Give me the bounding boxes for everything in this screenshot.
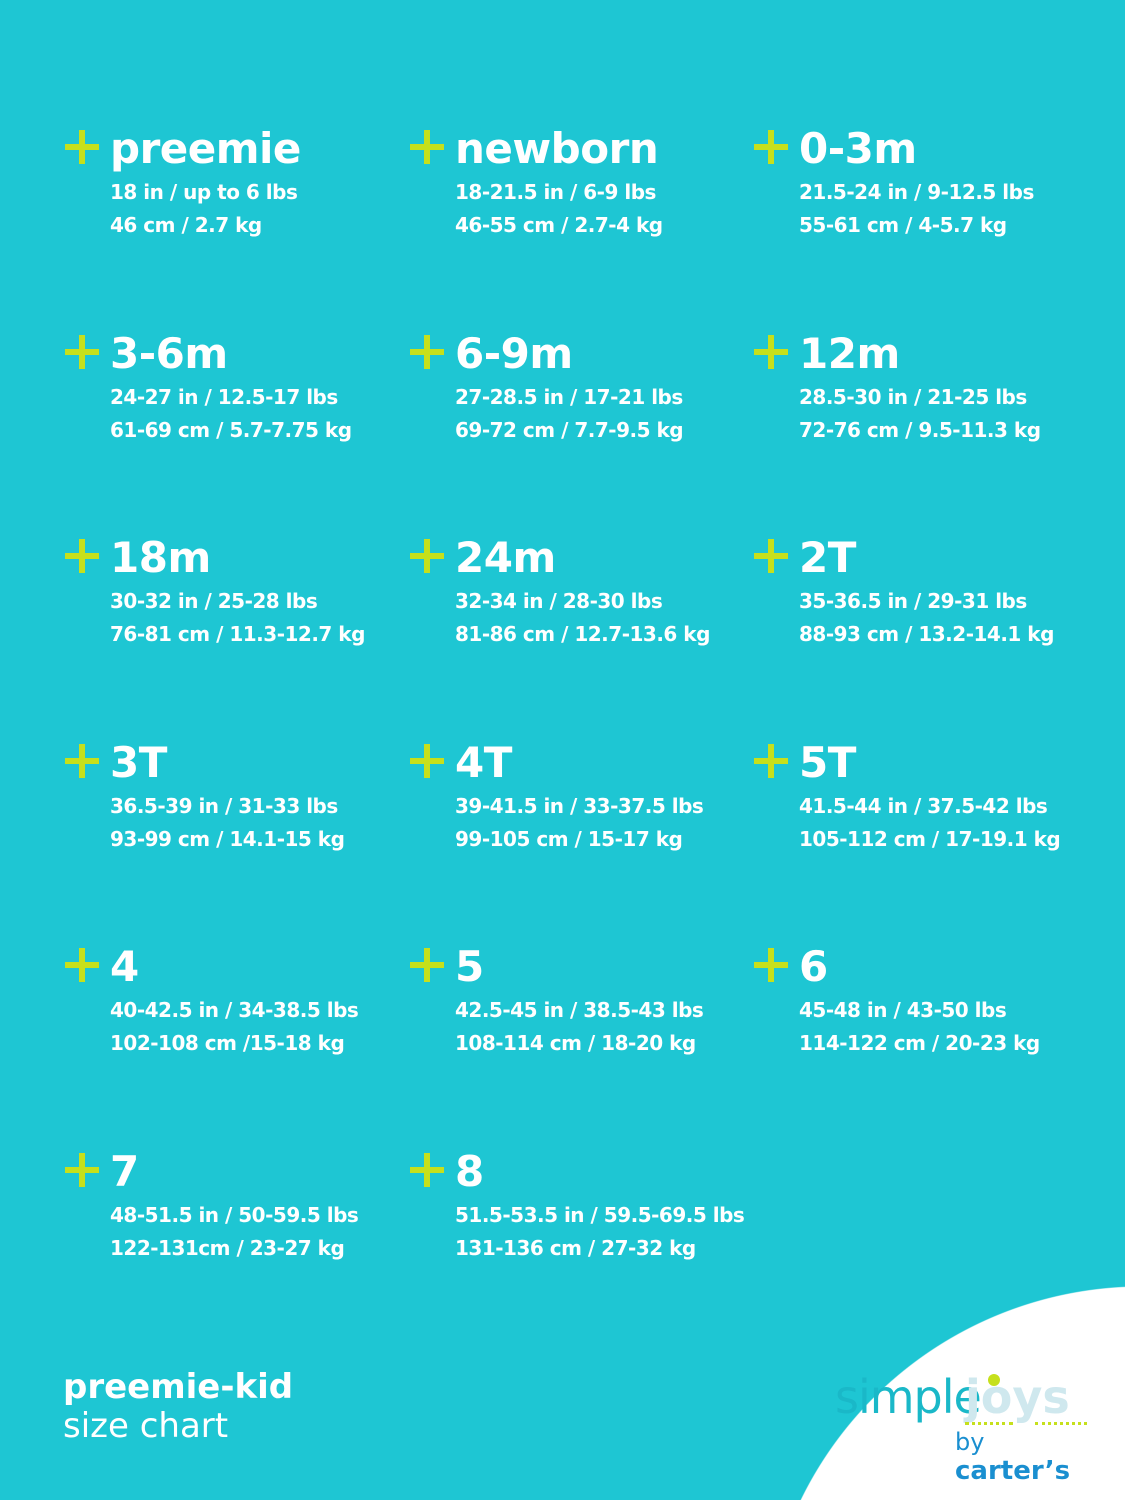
size-name: 24m bbox=[455, 533, 556, 582]
size-imperial: 24-27 in / 12.5-17 lbs bbox=[110, 384, 338, 409]
size-metric: 122-131cm / 23-27 kg bbox=[110, 1235, 345, 1260]
size-metric: 131-136 cm / 27-32 kg bbox=[455, 1235, 696, 1260]
size-metric: 46-55 cm / 2.7-4 kg bbox=[455, 213, 663, 237]
size-metric: 105-112 cm / 17-19.1 kg bbox=[799, 826, 1061, 851]
size-entry: 24m 32-34 in / 28-30 lbs 81-86 cm / 12.7-1… bbox=[410, 531, 754, 736]
size-imperial: 45-48 in / 43-50 lbs bbox=[799, 998, 1007, 1022]
simple-joys-logo: simple joys by carter’s bbox=[835, 1370, 1095, 1486]
size-metric: 81-86 cm / 12.7-13.6 kg bbox=[455, 622, 710, 646]
size-entry: preemie 18 in / up to 6 lbs 46 cm / 2.7 kg bbox=[65, 122, 410, 327]
plus-icon bbox=[754, 539, 788, 573]
size-name: 3-6m bbox=[110, 328, 228, 378]
size-name: 4 bbox=[110, 942, 139, 991]
size-imperial: 28.5-30 in / 21-25 lbs bbox=[799, 384, 1027, 409]
size-metric: 55-61 cm / 4-5.7 kg bbox=[799, 213, 1007, 237]
title-line-1: preemie-kid bbox=[63, 1367, 294, 1407]
plus-icon bbox=[754, 743, 788, 778]
plus-icon bbox=[410, 334, 444, 369]
size-metric: 69-72 cm / 7.7-9.5 kg bbox=[455, 417, 684, 442]
size-metric: 102-108 cm /15-18 kg bbox=[110, 1031, 345, 1055]
size-metric: 114-122 cm / 20-23 kg bbox=[799, 1031, 1040, 1055]
size-entry: 18m 30-32 in / 25-28 lbs 76-81 cm / 11.3-1… bbox=[65, 531, 410, 736]
logo-background bbox=[762, 1286, 1125, 1500]
size-entry: 7 48-51.5 in / 50-59.5 lbs 122-131cm / 23-… bbox=[65, 1145, 410, 1350]
size-entry: 4 40-42.5 in / 34-38.5 lbs 102-108 cm /15-… bbox=[65, 940, 410, 1145]
size-name: 6 bbox=[799, 942, 828, 991]
size-metric: 76-81 cm / 11.3-12.7 kg bbox=[110, 622, 365, 646]
size-grid: preemie 18 in / up to 6 lbs 46 cm / 2.7 kg… bbox=[65, 122, 1094, 1349]
size-name: 5T bbox=[799, 737, 856, 787]
size-name: 5 bbox=[455, 942, 484, 991]
plus-icon bbox=[410, 1152, 444, 1187]
logo-dotted-line bbox=[1035, 1422, 1087, 1428]
size-name: 7 bbox=[110, 1146, 139, 1196]
size-metric: 93-99 cm / 14.1-15 kg bbox=[110, 826, 345, 851]
size-metric: 99-105 cm / 15-17 kg bbox=[455, 826, 683, 851]
logo-by-carters: by carter’s bbox=[955, 1428, 1071, 1486]
size-entry: 8 51.5-53.5 in / 59.5-69.5 lbs 131-136 cm … bbox=[410, 1145, 754, 1350]
size-imperial: 41.5-44 in / 37.5-42 lbs bbox=[799, 793, 1048, 818]
size-imperial: 48-51.5 in / 50-59.5 lbs bbox=[110, 1202, 359, 1227]
size-metric: 72-76 cm / 9.5-11.3 kg bbox=[799, 417, 1041, 442]
plus-icon bbox=[410, 130, 444, 164]
size-name: 3T bbox=[110, 737, 167, 787]
size-imperial: 18-21.5 in / 6-9 lbs bbox=[455, 180, 656, 204]
plus-icon bbox=[65, 130, 99, 164]
size-entry: 6-9m 27-28.5 in / 17-21 lbs 69-72 cm / 7.7… bbox=[410, 327, 754, 532]
size-entry: 0-3m 21.5-24 in / 9-12.5 lbs 55-61 cm / 4-… bbox=[754, 122, 1094, 327]
size-name: newborn bbox=[455, 124, 659, 173]
size-entry: 2T 35-36.5 in / 29-31 lbs 88-93 cm / 13.2-… bbox=[754, 531, 1094, 736]
logo-dotted-line bbox=[965, 1422, 1013, 1428]
plus-icon bbox=[754, 130, 788, 164]
plus-icon bbox=[410, 539, 444, 573]
size-imperial: 36.5-39 in / 31-33 lbs bbox=[110, 793, 338, 818]
size-entry: 3T 36.5-39 in / 31-33 lbs 93-99 cm / 14.1-… bbox=[65, 736, 410, 941]
size-imperial: 42.5-45 in / 38.5-43 lbs bbox=[455, 998, 704, 1022]
logo-word-joys: joys bbox=[965, 1370, 1070, 1424]
plus-icon bbox=[754, 334, 788, 369]
logo-word-simple: simple bbox=[835, 1370, 982, 1424]
size-entry: 3-6m 24-27 in / 12.5-17 lbs 61-69 cm / 5.7… bbox=[65, 327, 410, 532]
size-entry: 12m 28.5-30 in / 21-25 lbs 72-76 cm / 9.5-… bbox=[754, 327, 1094, 532]
logo-dot-icon bbox=[988, 1374, 1000, 1386]
plus-icon bbox=[65, 948, 99, 982]
size-entry: newborn 18-21.5 in / 6-9 lbs 46-55 cm / 2.… bbox=[410, 122, 754, 327]
size-imperial: 21.5-24 in / 9-12.5 lbs bbox=[799, 180, 1034, 204]
plus-icon bbox=[65, 1152, 99, 1187]
size-name: preemie bbox=[110, 124, 301, 173]
plus-icon bbox=[65, 334, 99, 369]
plus-icon bbox=[65, 743, 99, 778]
size-imperial: 30-32 in / 25-28 lbs bbox=[110, 589, 318, 613]
size-imperial: 27-28.5 in / 17-21 lbs bbox=[455, 384, 683, 409]
size-name: 2T bbox=[799, 533, 856, 582]
size-metric: 46 cm / 2.7 kg bbox=[110, 213, 262, 237]
size-name: 12m bbox=[799, 328, 900, 378]
chart-title: preemie-kid size chart bbox=[63, 1368, 293, 1446]
size-name: 6-9m bbox=[455, 328, 573, 378]
title-line-2: size chart bbox=[63, 1406, 229, 1446]
size-metric: 61-69 cm / 5.7-7.75 kg bbox=[110, 417, 352, 442]
size-entry: 6 45-48 in / 43-50 lbs 114-122 cm / 20-23 … bbox=[754, 940, 1094, 1145]
size-imperial: 32-34 in / 28-30 lbs bbox=[455, 589, 663, 613]
plus-icon bbox=[410, 743, 444, 778]
size-entry: 5 42.5-45 in / 38.5-43 lbs 108-114 cm / 18… bbox=[410, 940, 754, 1145]
plus-icon bbox=[410, 948, 444, 982]
size-name: 18m bbox=[110, 533, 211, 582]
size-imperial: 18 in / up to 6 lbs bbox=[110, 180, 298, 204]
size-entry: 5T 41.5-44 in / 37.5-42 lbs 105-112 cm / 1… bbox=[754, 736, 1094, 941]
size-name: 8 bbox=[455, 1146, 484, 1196]
plus-icon bbox=[65, 539, 99, 573]
size-metric: 108-114 cm / 18-20 kg bbox=[455, 1031, 696, 1055]
size-entry: 4T 39-41.5 in / 33-37.5 lbs 99-105 cm / 15… bbox=[410, 736, 754, 941]
size-name: 4T bbox=[455, 737, 512, 787]
plus-icon bbox=[754, 948, 788, 982]
size-imperial: 51.5-53.5 in / 59.5-69.5 lbs bbox=[455, 1202, 745, 1227]
size-imperial: 39-41.5 in / 33-37.5 lbs bbox=[455, 793, 704, 818]
size-imperial: 35-36.5 in / 29-31 lbs bbox=[799, 589, 1027, 613]
size-imperial: 40-42.5 in / 34-38.5 lbs bbox=[110, 998, 359, 1022]
size-name: 0-3m bbox=[799, 124, 917, 173]
size-metric: 88-93 cm / 13.2-14.1 kg bbox=[799, 622, 1054, 646]
